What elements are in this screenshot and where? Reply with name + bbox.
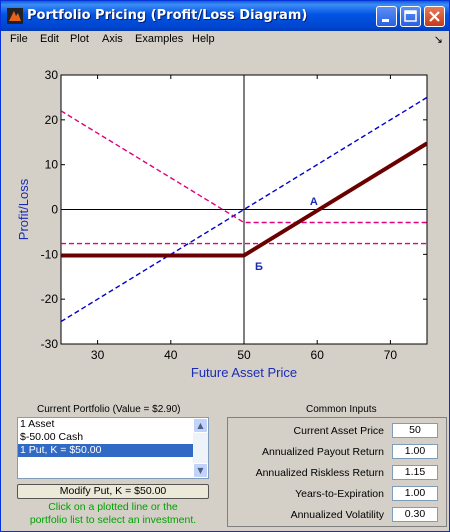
series-line-4[interactable] <box>61 141 427 258</box>
years-expiration-field[interactable]: 1.00 <box>392 486 438 501</box>
hint-text: Click on a plotted line or the portfolio… <box>17 501 209 527</box>
list-scrollbar[interactable]: ▲ ▼ <box>193 418 208 478</box>
portfolio-title: Current Portfolio (Value = $2.90) <box>37 404 181 415</box>
menu-file[interactable]: File <box>10 33 28 45</box>
x-tick-label: 30 <box>91 348 105 362</box>
y-tick-label: -30 <box>41 337 59 351</box>
y-tick-label: 30 <box>45 68 59 82</box>
x-tick-label: 40 <box>164 348 178 362</box>
list-item-selected[interactable]: 1 Put, K = $50.00 <box>18 444 208 457</box>
hint-line: Click on a plotted line or the <box>48 501 178 513</box>
common-inputs-panel: Current Asset Price 50 Annualized Payout… <box>227 417 447 527</box>
maximize-icon <box>404 10 417 22</box>
menu-plot[interactable]: Plot <box>70 33 89 45</box>
series-line-2[interactable] <box>61 110 427 224</box>
asset-price-field[interactable]: 50 <box>392 423 438 438</box>
inputs-title: Common Inputs <box>306 404 377 415</box>
menu-axis[interactable]: Axis <box>102 33 123 45</box>
asset-price-label: Current Asset Price <box>293 425 384 437</box>
riskless-return-label: Annualized Riskless Return <box>255 467 384 479</box>
modify-put-button[interactable]: Modify Put, K = $50.00 <box>17 484 209 499</box>
minimize-button[interactable] <box>376 6 397 27</box>
y-tick-label: 10 <box>45 158 59 172</box>
menu-examples[interactable]: Examples <box>135 33 184 45</box>
riskless-return-field[interactable]: 1.15 <box>392 465 438 480</box>
y-tick-label: 20 <box>45 113 59 127</box>
menu-help[interactable]: Help <box>192 33 215 45</box>
close-icon <box>429 11 440 22</box>
payout-return-field[interactable]: 1.00 <box>392 444 438 459</box>
list-item[interactable]: 1 Asset <box>20 418 55 430</box>
x-tick-label: 60 <box>311 348 325 362</box>
annotation-label: Б <box>255 261 263 273</box>
title-bar[interactable]: Portfolio Pricing (Profit/Loss Diagram) <box>1 1 449 31</box>
x-tick-label: 50 <box>237 348 251 362</box>
y-tick-label: -20 <box>41 292 59 306</box>
volatility-label: Annualized Volatility <box>290 509 384 521</box>
profit-loss-chart[interactable]: 30 40 50 60 70 -30 -20 -10 0 10 20 30 A Б Future Asset… <box>1 49 449 397</box>
years-expiration-label: Years-to-Expiration <box>295 488 384 500</box>
scroll-up-icon[interactable]: ▲ <box>193 418 208 433</box>
payout-return-label: Annualized Payout Return <box>262 446 384 458</box>
menu-bar: File Edit Plot Axis Examples Help ↘ <box>1 31 449 49</box>
y-tick-label: -10 <box>41 247 59 261</box>
scroll-down-icon[interactable]: ▼ <box>193 463 208 478</box>
window-title: Portfolio Pricing (Profit/Loss Diagram) <box>27 8 308 23</box>
y-axis-label: Profit/Loss <box>16 178 31 240</box>
portfolio-list[interactable]: 1 Asset $-50.00 Cash 1 Put, K = $50.00 ▲… <box>17 417 209 479</box>
menu-edit[interactable]: Edit <box>40 33 59 45</box>
x-axis-label: Future Asset Price <box>191 365 297 380</box>
volatility-field[interactable]: 0.30 <box>392 507 438 522</box>
minimize-icon <box>382 19 389 22</box>
annotation-label: A <box>310 196 318 208</box>
dock-arrow-icon[interactable]: ↘ <box>433 34 443 46</box>
maximize-button[interactable] <box>400 6 421 27</box>
plot-area: 30 40 50 60 70 -30 -20 -10 0 10 20 30 A Б Future Asset… <box>1 49 449 397</box>
y-tick-label: 0 <box>51 203 58 217</box>
list-item[interactable]: $-50.00 Cash <box>20 431 84 443</box>
matlab-icon <box>7 8 23 24</box>
hint-line: portfolio list to select an investment. <box>29 514 197 526</box>
x-tick-label: 70 <box>384 348 398 362</box>
close-button[interactable] <box>424 6 445 27</box>
